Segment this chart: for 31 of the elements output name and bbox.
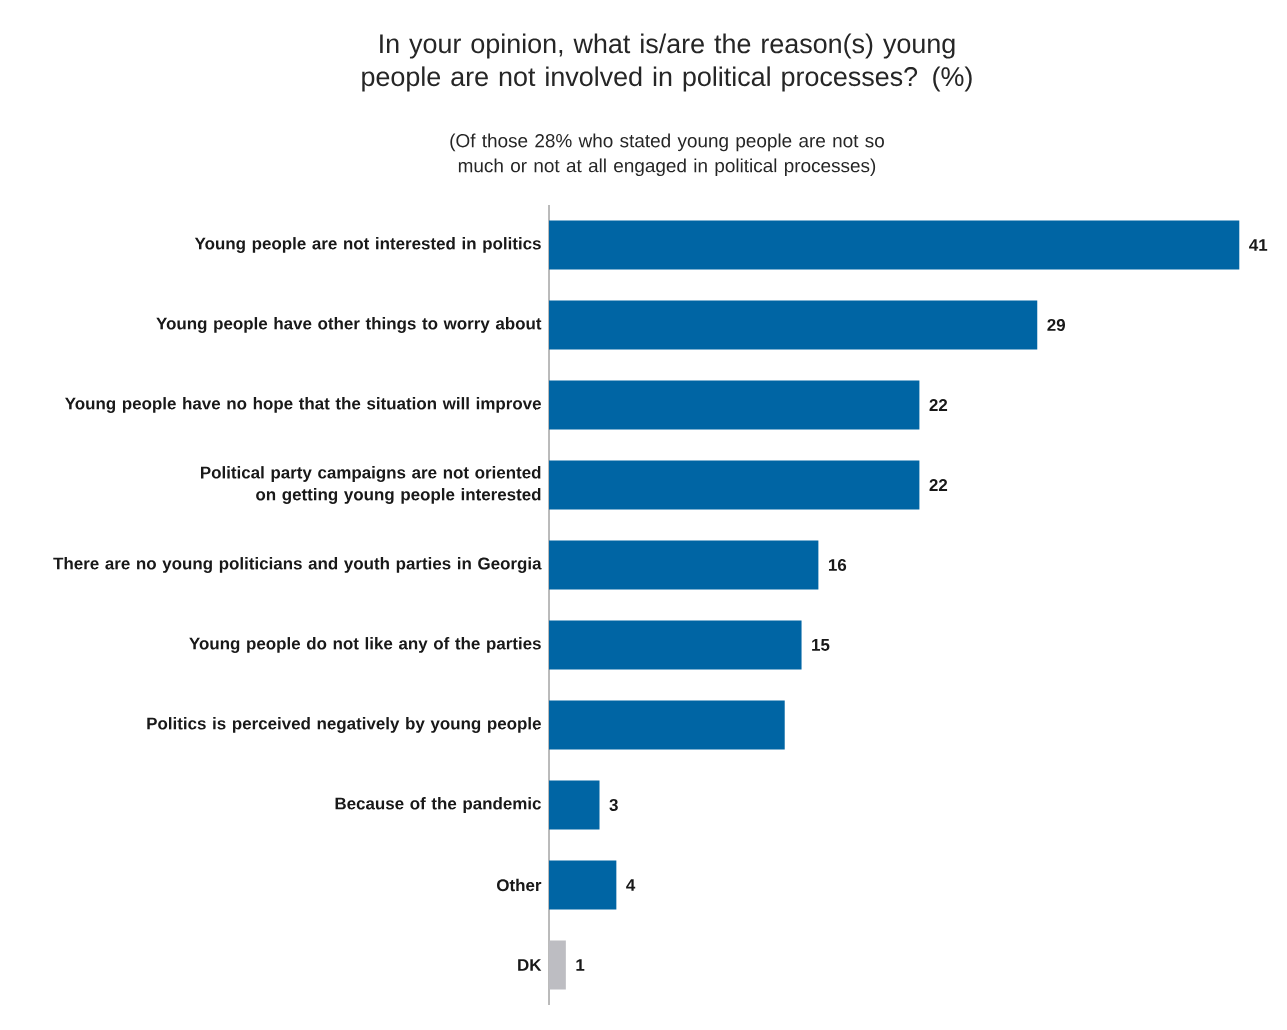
bar [549,220,1240,270]
bar [549,460,920,510]
bar [549,860,617,910]
bar [549,300,1038,350]
chart-title: In your opinion, what is/are the reason(s) young people are not involved in political processes? (%) [362,33,972,92]
data-label: 22 [929,399,948,411]
y-tick-label: Other [497,878,542,892]
y-tick-label: Because of the pandemic [335,797,541,813]
y-tick-label: Young people are not interested in politics [194,237,541,253]
bar [549,780,600,830]
data-label: 22 [929,479,948,491]
y-tick-label: There are no young politicians and youth parties in Georgia [53,557,542,573]
data-label: 4 [626,879,636,891]
bar [549,620,802,670]
bar [549,940,566,990]
data-label: 1 [576,959,585,971]
bar [549,700,785,750]
chart-subtitle: (Of those 28% who stated young people are not so much or not at all engaged in political processes) [450,133,884,177]
y-tick-label: Political party campaigns are not oriented on getting young people interested [200,466,541,504]
data-label: 3 [609,798,618,811]
data-label: 15 [812,639,830,651]
data-label: 41 [1249,239,1268,251]
y-tick-label: Young people have no hope that the situation will improve [65,397,541,413]
y-tick-label: Politics is perceived negatively by young people [147,717,541,733]
bar [549,540,819,590]
y-tick-label: DK [518,959,542,971]
data-label: 29 [1047,319,1065,331]
y-tick-label: Young people do not like any of the parties [189,637,541,653]
y-tick-label: Young people have other things to worry about [156,317,542,333]
bar [549,380,920,430]
data-label: 16 [828,559,847,571]
